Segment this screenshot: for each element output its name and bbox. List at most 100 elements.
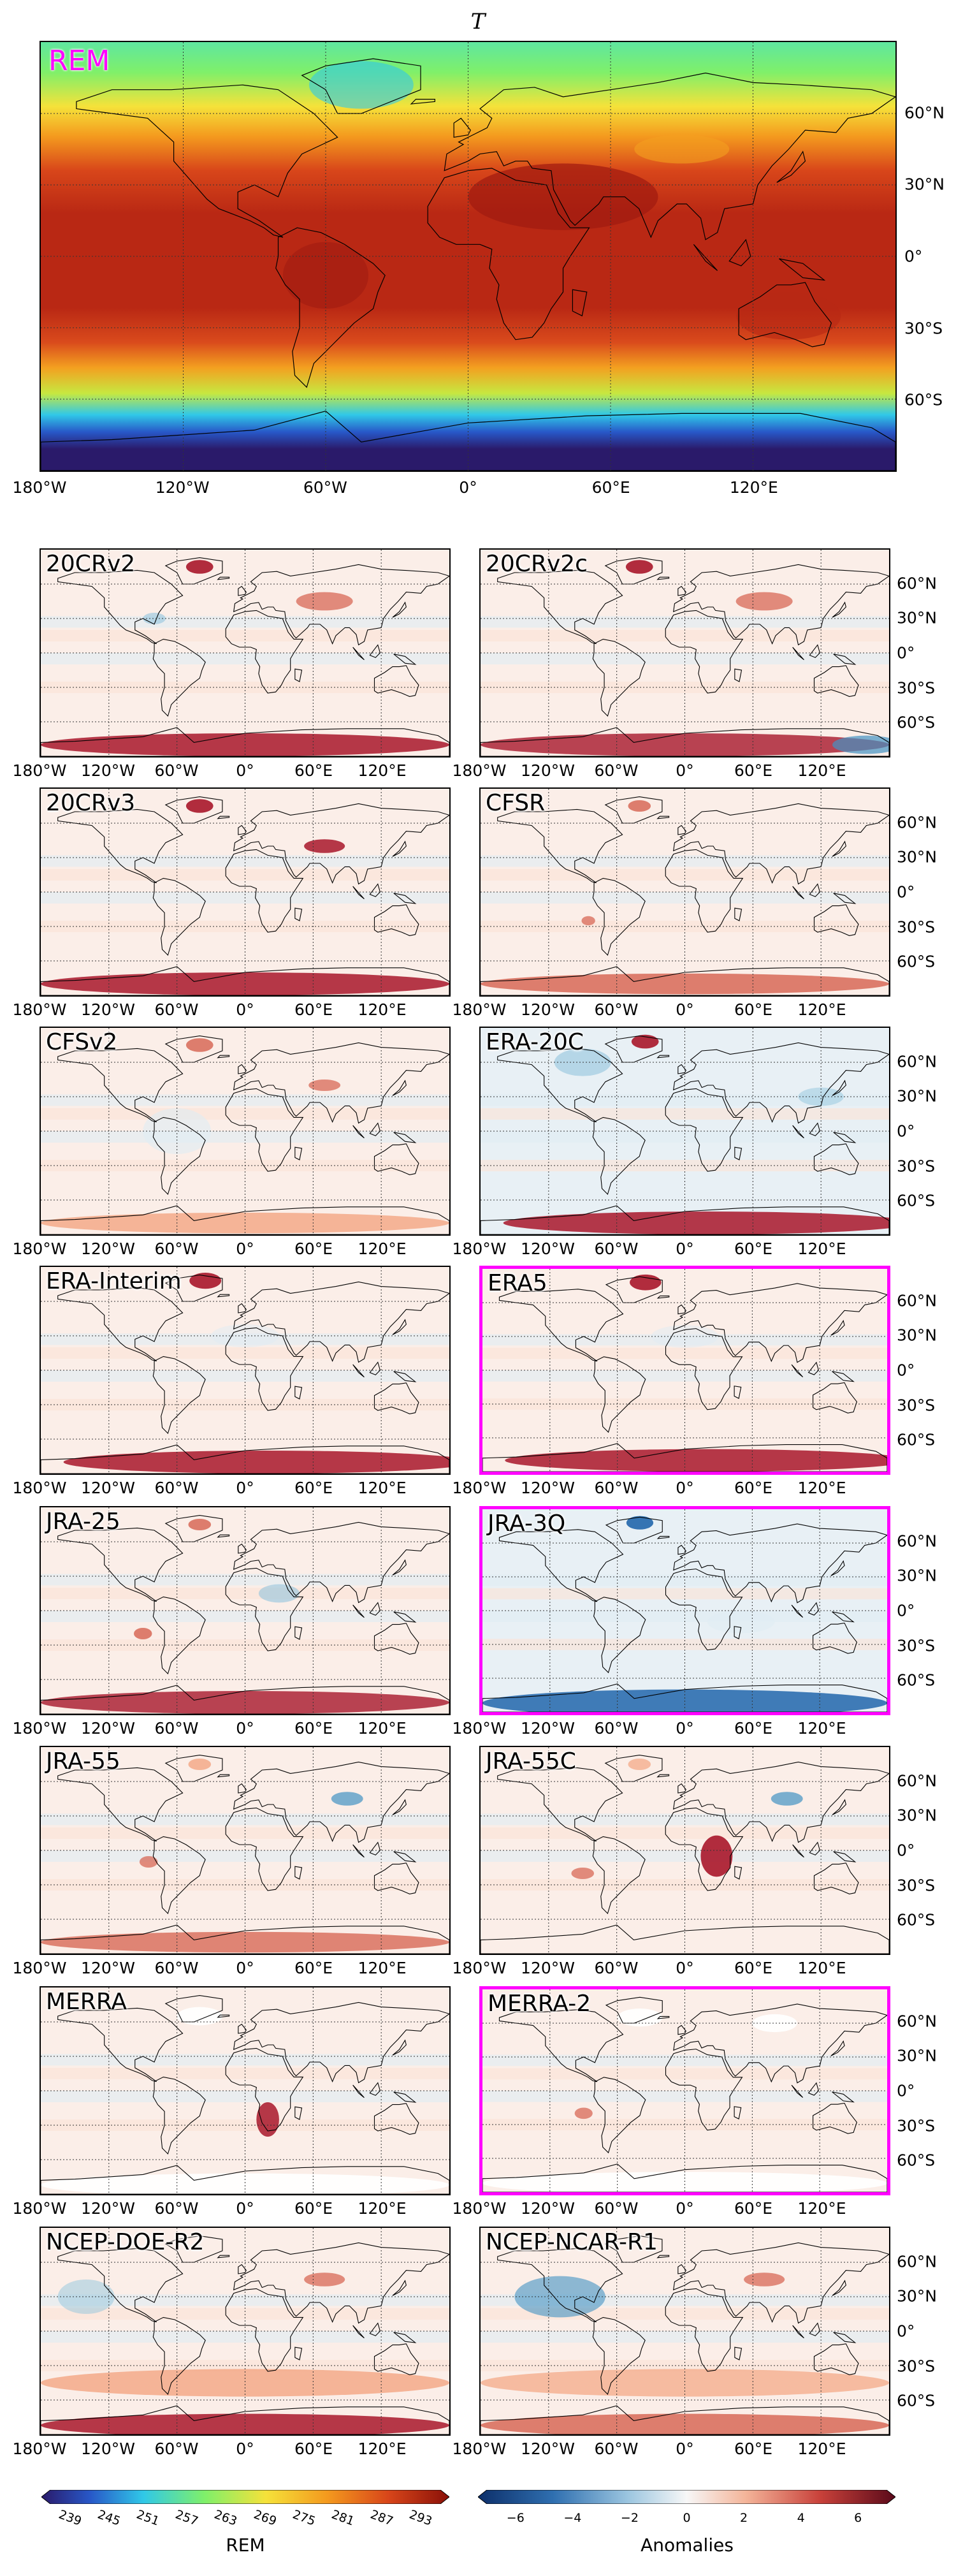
anomaly-field <box>41 1507 449 1714</box>
landmass-outline <box>498 570 623 643</box>
anomaly-field <box>481 1747 889 1954</box>
landmass-outline <box>394 2092 416 2102</box>
anomaly-blob <box>503 1211 889 1234</box>
landmass-outline <box>793 2325 804 2338</box>
colorbar-tick-label: 287 <box>368 2507 395 2529</box>
anomaly-blob <box>481 2369 889 2397</box>
landmass-outline <box>58 1048 183 1122</box>
landmass-outline <box>295 908 302 921</box>
anomaly-band <box>41 616 449 628</box>
longitude-tick-label: 60°W <box>154 2440 199 2458</box>
longitude-tick-label: 0° <box>236 1959 254 1977</box>
anomaly-colorbar-label: Anomalies <box>641 2535 734 2556</box>
latitude-tick-label: 30°S <box>897 1157 936 1176</box>
landmass-outline <box>678 826 686 835</box>
latitude-tick-label: 30°N <box>897 1087 938 1106</box>
landmass-outline <box>678 1065 686 1074</box>
landmass-outline <box>834 893 855 904</box>
landmass-outline <box>41 1925 449 1954</box>
anomaly-blob <box>482 2172 887 2192</box>
longitude-tick-label: 0° <box>236 2199 254 2218</box>
anomaly-blob <box>581 916 595 926</box>
landmass-outline <box>444 73 895 240</box>
landmass-outline <box>678 2265 686 2274</box>
latitude-tick-label: 0° <box>897 2322 915 2341</box>
landmass-outline <box>593 2317 645 2394</box>
anomaly-blob <box>185 1038 214 1052</box>
landmass-outline <box>153 1836 205 1914</box>
landmass-outline <box>218 2015 229 2017</box>
anomaly-field <box>41 1747 449 1954</box>
colorbar-tick-label: −6 <box>506 2511 525 2525</box>
landmass-outline <box>593 1117 645 1194</box>
longitude-tick-label: 60°E <box>294 1240 333 1258</box>
anomaly-blob <box>63 1451 449 1474</box>
landmass-outline <box>238 1784 246 1793</box>
landmass-outline <box>831 1321 844 1335</box>
longitude-tick-label: 180°W <box>12 1959 67 1977</box>
landmass-outline <box>374 2104 418 2135</box>
landmass-outline <box>41 411 895 471</box>
anomaly-blob <box>177 2007 222 2026</box>
longitude-tick-label: 180°W <box>452 2440 507 2458</box>
landmass-outline <box>218 1775 229 1777</box>
colorbar-tick-label: 6 <box>854 2511 862 2525</box>
anomaly-blob <box>134 1628 152 1639</box>
anomaly-band <box>482 2119 887 2130</box>
landmass-outline <box>498 1767 623 1841</box>
landmass-outline <box>302 59 421 113</box>
main-latitude-tick-label: 0° <box>904 247 923 266</box>
landmass-outline <box>218 816 229 819</box>
longitude-tick-label: 180°W <box>12 1000 67 1019</box>
longitude-tick-label: 120°E <box>797 1240 846 1258</box>
longitude-tick-label: 60°E <box>294 1719 333 1738</box>
longitude-tick-label: 120°E <box>797 1959 846 1977</box>
landmass-outline <box>353 1125 365 1138</box>
longitude-tick-label: 60°E <box>734 1479 773 1497</box>
landmass-outline <box>238 2265 246 2274</box>
landmass-outline <box>153 878 205 955</box>
anomaly-band <box>41 2294 449 2306</box>
landmass-outline <box>41 2165 449 2194</box>
latitude-tick-label: 60°S <box>897 2151 936 2170</box>
landmass-outline <box>393 1081 406 1095</box>
anomaly-band <box>481 616 889 628</box>
landmass-outline <box>153 639 205 716</box>
landmass-outline <box>779 259 824 281</box>
landmass-outline <box>481 2406 889 2434</box>
longitude-tick-label: 120°W <box>81 2199 135 2218</box>
landmass-outline <box>665 1088 742 1171</box>
landmass-outline <box>153 1597 205 1674</box>
graticule <box>41 789 449 995</box>
landmass-outline <box>606 1517 662 1543</box>
longitude-tick-label: 60°E <box>294 761 333 780</box>
latitude-tick-label: 30°N <box>897 2287 938 2306</box>
landmass-outline <box>658 1536 669 1539</box>
landmass-outline <box>58 1767 183 1841</box>
longitude-tick-label: 60°W <box>154 1000 199 1019</box>
longitude-tick-label: 60°E <box>294 2440 333 2458</box>
coastlines <box>41 2236 449 2434</box>
landmass-outline <box>166 797 222 823</box>
graticule <box>41 550 449 756</box>
landmass-outline <box>218 2255 229 2258</box>
anomaly-band <box>41 2054 449 2066</box>
landmass-outline <box>793 647 804 660</box>
anomaly-band <box>482 2091 887 2102</box>
anomaly-blob <box>630 1274 662 1291</box>
longitude-tick-label: 60°W <box>154 1959 199 1977</box>
panel-label: ERA5 <box>488 1270 547 1296</box>
landmass-outline <box>594 1357 646 1432</box>
landmass-outline <box>593 1836 645 1914</box>
colorbar-tick-label: 275 <box>290 2507 317 2529</box>
landmass-outline <box>693 244 717 270</box>
anomaly-blob <box>41 2369 449 2397</box>
landmass-outline <box>58 570 183 643</box>
landmass-outline <box>58 1528 183 1601</box>
panel-label: MERRA <box>46 1989 127 2015</box>
landmass-outline <box>58 2248 183 2322</box>
colorbar-tick-label: −4 <box>563 2511 582 2525</box>
rem-colorbar-label: REM <box>226 2535 265 2556</box>
landmass-outline <box>814 2344 858 2375</box>
anomaly-band <box>41 1813 449 1826</box>
